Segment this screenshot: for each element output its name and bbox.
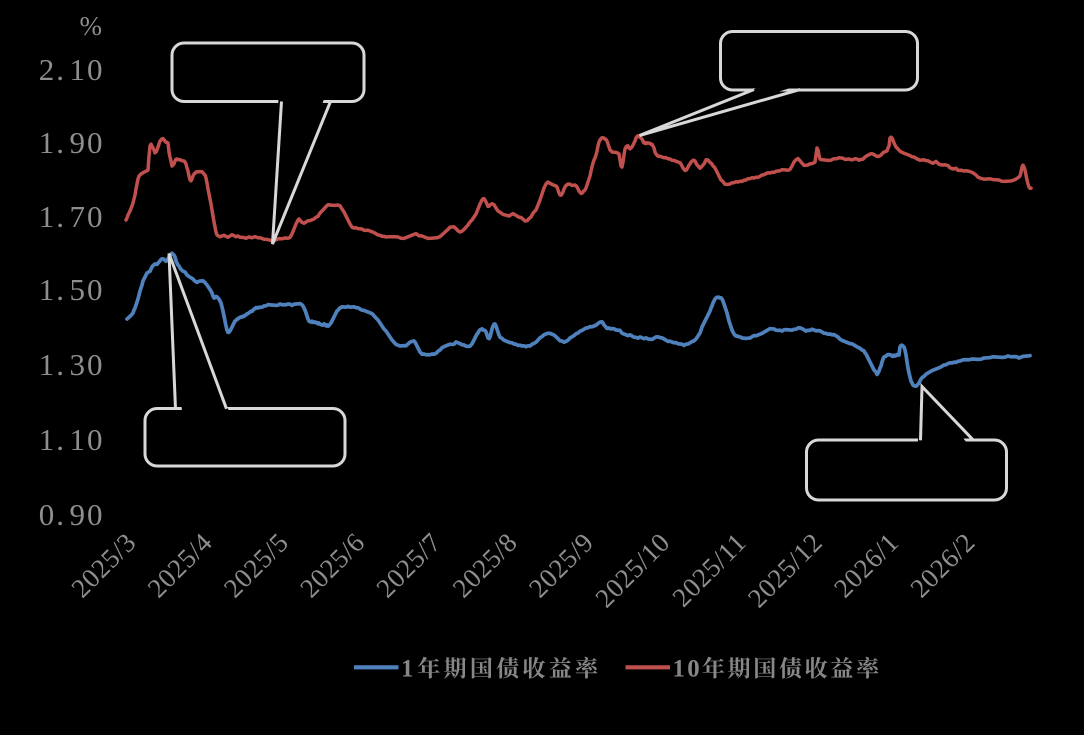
svg-text:1.30: 1. 30: [39, 347, 105, 382]
svg-text:1.70: 1. 70: [39, 199, 105, 234]
svg-text:1: 1: [673, 656, 685, 683]
svg-text:0: 0: [687, 656, 699, 683]
svg-text:1.90: 1. 90: [39, 125, 105, 160]
svg-text:1.10: 1. 10: [39, 422, 105, 457]
svg-text:1: 1: [401, 656, 413, 683]
svg-text:0.90: 0. 90: [39, 497, 105, 532]
svg-text:%: %: [80, 11, 103, 41]
svg-text:1.50: 1. 50: [39, 272, 105, 307]
svg-text:2.10: 2. 10: [39, 52, 105, 87]
